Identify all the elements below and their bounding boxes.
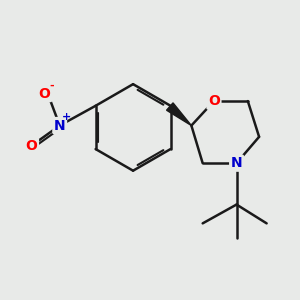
- Text: N: N: [231, 156, 242, 170]
- Text: O: O: [208, 94, 220, 108]
- Text: N: N: [54, 118, 65, 133]
- Text: -: -: [49, 80, 54, 90]
- Text: +: +: [62, 112, 71, 122]
- Text: O: O: [39, 87, 51, 100]
- Text: O: O: [26, 139, 38, 153]
- Polygon shape: [167, 103, 191, 125]
